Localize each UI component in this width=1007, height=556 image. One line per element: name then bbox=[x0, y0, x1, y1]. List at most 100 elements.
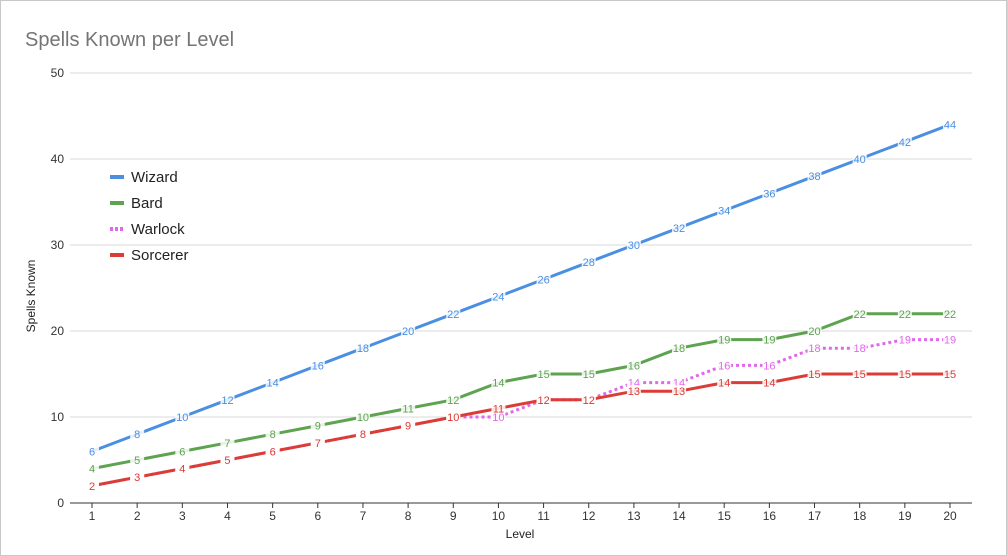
data-label-bard: 14 bbox=[492, 378, 504, 390]
data-label-bg bbox=[175, 445, 190, 457]
data-label-bg bbox=[175, 462, 190, 474]
x-tick-label: 8 bbox=[405, 509, 412, 523]
data-label-bg bbox=[626, 385, 641, 397]
data-label-sorcerer: 3 bbox=[134, 472, 140, 484]
data-label-sorcerer: 11 bbox=[493, 403, 504, 415]
data-label-bg bbox=[310, 359, 325, 371]
data-label-bg bbox=[762, 187, 777, 199]
legend-label-warlock: Warlock bbox=[131, 221, 185, 238]
data-label-bard: 22 bbox=[944, 309, 956, 321]
gridlines bbox=[70, 72, 972, 418]
data-label-bg bbox=[807, 368, 822, 379]
data-label-bg bbox=[852, 153, 867, 164]
data-label-sorcerer: 15 bbox=[854, 369, 866, 381]
data-label-bard: 19 bbox=[718, 335, 730, 347]
data-label-bg bbox=[852, 368, 867, 379]
data-label-bg bbox=[852, 307, 867, 319]
data-label-bg bbox=[717, 204, 732, 216]
x-tick-label: 20 bbox=[943, 509, 957, 523]
data-label-sorcerer: 8 bbox=[360, 429, 366, 441]
chart-title: Spells Known per Level bbox=[25, 29, 235, 51]
data-label-sorcerer: 13 bbox=[628, 386, 640, 398]
data-label-bg bbox=[355, 342, 370, 354]
series-line-bard bbox=[90, 312, 952, 471]
data-label-warlock: 10 bbox=[492, 412, 504, 424]
data-label-sorcerer: 7 bbox=[315, 438, 321, 450]
data-label-bg bbox=[672, 376, 687, 388]
x-tick-label: 14 bbox=[672, 509, 686, 523]
data-label-wizard: 32 bbox=[673, 223, 685, 235]
data-label-bg bbox=[672, 342, 687, 354]
data-label-bg bbox=[130, 454, 145, 465]
data-label-bg bbox=[807, 342, 822, 354]
data-label-bg bbox=[897, 135, 912, 147]
data-label-bg bbox=[446, 307, 461, 319]
data-label-warlock: 16 bbox=[718, 360, 730, 372]
data-label-bg bbox=[401, 419, 416, 431]
data-label-bg bbox=[626, 239, 641, 250]
data-label-bg bbox=[581, 256, 596, 268]
x-tick-label: 17 bbox=[808, 509, 822, 523]
data-label-bg bbox=[762, 359, 777, 371]
data-label-bard: 18 bbox=[673, 343, 685, 355]
data-label-wizard: 22 bbox=[447, 309, 459, 321]
data-label-bg bbox=[265, 445, 280, 457]
data-label-bg bbox=[897, 307, 912, 319]
data-label-bg bbox=[491, 376, 506, 388]
data-label-bg bbox=[446, 411, 461, 422]
series-line-sorcerer bbox=[90, 372, 952, 488]
x-tick-label: 4 bbox=[224, 509, 231, 523]
y-tick-label: 20 bbox=[51, 324, 65, 338]
data-label-sorcerer: 14 bbox=[718, 378, 730, 390]
x-tick-label: 19 bbox=[898, 509, 912, 523]
x-tick-label: 6 bbox=[314, 509, 321, 523]
data-label-bg bbox=[85, 479, 99, 491]
data-label-bg bbox=[85, 462, 99, 474]
data-label-bard: 11 bbox=[402, 403, 413, 415]
x-tick-label: 9 bbox=[450, 509, 457, 523]
data-label-sorcerer: 6 bbox=[270, 446, 276, 458]
data-label-sorcerer: 13 bbox=[673, 386, 685, 398]
data-label-sorcerer: 15 bbox=[899, 369, 911, 381]
data-label-wizard: 36 bbox=[763, 188, 775, 200]
data-label-sorcerer: 14 bbox=[763, 378, 775, 390]
x-tick-label: 16 bbox=[763, 509, 777, 523]
data-label-bg bbox=[943, 307, 957, 319]
data-label-warlock: 19 bbox=[899, 335, 911, 347]
data-label-warlock: 18 bbox=[808, 343, 820, 355]
data-label-bg bbox=[897, 368, 912, 379]
data-label-sorcerer: 4 bbox=[179, 464, 185, 476]
data-label-bg bbox=[717, 359, 732, 371]
legend: Wizard Bard Warlock Sorcerer bbox=[110, 169, 189, 264]
data-label-bard: 15 bbox=[583, 369, 595, 381]
data-label-wizard: 14 bbox=[267, 378, 279, 390]
data-labels: 6810121416182022242628303234363840424445… bbox=[85, 118, 957, 493]
x-tick-label: 12 bbox=[582, 509, 596, 523]
x-tick-label: 7 bbox=[360, 509, 367, 523]
data-label-bg bbox=[762, 376, 777, 388]
x-axis-title: Level bbox=[506, 527, 535, 541]
data-label-sorcerer: 5 bbox=[224, 455, 230, 467]
data-label-bg bbox=[491, 402, 506, 414]
data-label-sorcerer: 12 bbox=[583, 395, 595, 407]
data-label-bard: 4 bbox=[89, 464, 95, 476]
data-label-bard: 9 bbox=[315, 421, 321, 433]
x-tick-label: 13 bbox=[627, 509, 641, 523]
x-tick-label: 2 bbox=[134, 509, 141, 523]
data-label-bg bbox=[265, 428, 280, 440]
data-label-wizard: 44 bbox=[944, 120, 956, 132]
legend-label-sorcerer: Sorcerer bbox=[131, 247, 189, 264]
data-label-bg bbox=[310, 419, 325, 431]
data-label-bg bbox=[491, 411, 506, 422]
data-label-bard: 16 bbox=[628, 360, 640, 372]
data-label-wizard: 18 bbox=[357, 343, 369, 355]
data-label-bard: 12 bbox=[447, 395, 459, 407]
data-label-bard: 15 bbox=[537, 369, 549, 381]
data-label-bg bbox=[401, 402, 416, 414]
data-label-sorcerer: 15 bbox=[944, 369, 956, 381]
y-tick-label: 30 bbox=[51, 238, 65, 252]
data-label-bard: 8 bbox=[270, 429, 276, 441]
data-label-bg bbox=[626, 359, 641, 371]
x-tick-label: 1 bbox=[89, 509, 96, 523]
